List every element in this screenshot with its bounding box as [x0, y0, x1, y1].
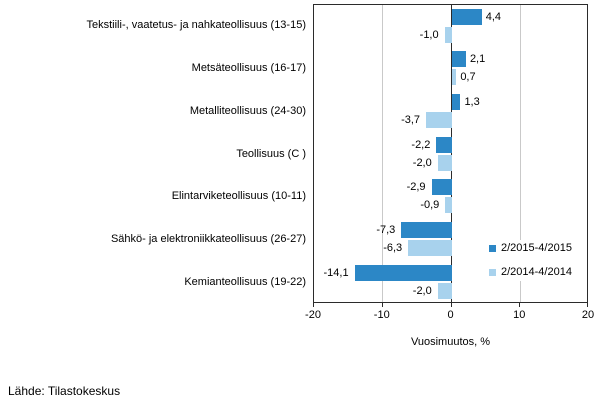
bar-series1-cat0 — [444, 26, 452, 43]
x-tick-label: 10 — [513, 309, 526, 321]
value-label: -0,9 — [420, 199, 440, 212]
x-tick-label: 0 — [447, 309, 454, 321]
value-label: -2,9 — [406, 181, 426, 194]
legend-label: 2/2015-4/2015 — [501, 242, 572, 254]
x-tick-mark — [381, 303, 383, 307]
legend-swatch — [489, 269, 496, 276]
x-tick-label: 20 — [581, 309, 595, 321]
x-axis-title: Vuosimuutos, % — [410, 336, 491, 348]
legend: 2/2015-4/2015 2/2014-4/2014 — [486, 240, 575, 281]
value-label: 1,3 — [464, 95, 480, 108]
value-label: -14,1 — [323, 266, 349, 279]
category-label: Teollisuus (C ) — [236, 147, 306, 160]
value-label: 4,4 — [485, 10, 502, 23]
value-label: -6,3 — [383, 242, 403, 255]
value-label: -3,7 — [401, 113, 421, 126]
plot-area: 4,4 2,1 1,3 -2,2 -2,9 -7,3 -14,1 -1,0 0,7 -3,7 -2,… — [313, 4, 588, 303]
x-tick-label: -20 — [305, 309, 321, 321]
value-label: -7,3 — [376, 224, 396, 237]
bar-series0-cat0 — [451, 8, 482, 25]
bar-series1-cat3 — [437, 154, 452, 171]
category-label: Elintarviketeollisuus (10-11) — [171, 190, 306, 203]
category-label: Metalliteollisuus (24-30) — [189, 104, 306, 117]
x-tick-label: -10 — [373, 309, 390, 321]
source-note: Lähde: Tilastokeskus — [8, 384, 121, 398]
bar-series1-cat4 — [445, 197, 452, 214]
bar-series0-cat1 — [451, 51, 466, 68]
value-label: 2,1 — [469, 53, 486, 66]
x-axis: -20 -10 0 10 20 — [305, 303, 594, 327]
legend-swatch — [489, 245, 496, 252]
value-label: -2,0 — [412, 156, 432, 169]
zero-axis-line — [451, 5, 452, 302]
gridline — [382, 5, 384, 302]
category-label: Sähkö- ja elektroniikkateollisuus (26-27… — [110, 232, 306, 245]
bar-series0-cat5 — [401, 222, 452, 239]
bar-series1-cat5 — [408, 240, 452, 257]
bar-series1-cat1 — [451, 69, 457, 86]
legend-item: 2/2014-4/2014 — [489, 266, 572, 279]
bar-series0-cat2 — [451, 93, 461, 110]
x-tick-mark — [587, 303, 588, 307]
category-label: Metsäteollisuus (16-17) — [191, 62, 306, 75]
gridline — [519, 5, 521, 302]
value-label: 0,7 — [460, 71, 476, 84]
value-label: -2,0 — [412, 284, 432, 297]
category-label: Kemianteollisuus (19-22) — [184, 275, 306, 288]
category-label: Tekstiili-, vaatetus- ja nahkateollisuus… — [86, 19, 307, 32]
bar-series0-cat3 — [436, 136, 452, 153]
category-axis: Tekstiili-, vaatetus- ja nahkateollisuus… — [0, 4, 307, 303]
legend-label: 2/2014-4/2014 — [501, 266, 572, 278]
bar-series0-cat4 — [431, 179, 452, 196]
x-tick-mark — [519, 303, 521, 307]
value-label: -2,2 — [411, 138, 431, 151]
x-tick-mark — [450, 303, 452, 307]
legend-item: 2/2015-4/2015 — [489, 242, 572, 255]
x-tick-mark — [313, 303, 314, 307]
bar-series1-cat6 — [437, 282, 452, 299]
bar-series1-cat2 — [426, 111, 452, 128]
value-label: -1,0 — [419, 28, 439, 41]
bar-series0-cat6 — [354, 264, 452, 281]
